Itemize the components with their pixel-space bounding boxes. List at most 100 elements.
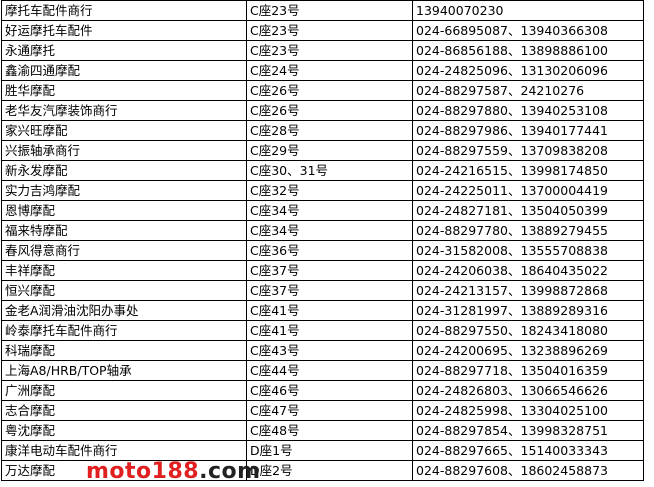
location-cell[interactable]: C座37号 <box>246 260 413 281</box>
table-row: 摩托车配件商行 C座23号 13940070230 <box>1 0 644 21</box>
table-row: 恩博摩配 C座34号 024-24827181、13504050399 <box>1 200 644 221</box>
phone-cell[interactable]: 024-24213157、13998872868 <box>412 280 644 301</box>
location-cell[interactable]: C座43号 <box>246 340 413 361</box>
merchant-name-cell[interactable]: 上海A8/HRB/TOP轴承 <box>1 360 247 381</box>
table-body: 摩托车配件商行 C座23号 13940070230 好运摩托车配件 C座23号 024-6… <box>1 0 644 481</box>
phone-cell[interactable]: 024-66895087、13940366308 <box>412 20 644 41</box>
table-row: 胜华摩配 C座26号 024-88297587、24210276 <box>1 80 644 101</box>
location-cell[interactable]: C座26号 <box>246 80 413 101</box>
location-cell[interactable]: C座32号 <box>246 180 413 201</box>
merchant-name-cell[interactable]: 丰祥摩配 <box>1 260 247 281</box>
table-row: 新永发摩配 C座30、31号 024-24216515、13998174850 <box>1 160 644 181</box>
merchant-name-cell[interactable]: 实力吉鸿摩配 <box>1 180 247 201</box>
phone-cell[interactable]: 024-88297880、13940253108 <box>412 100 644 121</box>
merchant-name-cell[interactable]: 新永发摩配 <box>1 160 247 181</box>
table-row: 丰祥摩配 C座37号 024-24206038、18640435022 <box>1 260 644 281</box>
merchant-name-cell[interactable]: 粤沈摩配 <box>1 420 247 441</box>
location-cell[interactable]: C座41号 <box>246 320 413 341</box>
phone-cell[interactable]: 024-88297718、13504016359 <box>412 360 644 381</box>
merchant-name-cell[interactable]: 金老A润滑油沈阳办事处 <box>1 300 247 321</box>
merchant-name-cell[interactable]: 家兴旺摩配 <box>1 120 247 141</box>
merchant-name-cell[interactable]: 恩博摩配 <box>1 200 247 221</box>
phone-cell[interactable]: 024-24826803、13066546626 <box>412 380 644 401</box>
merchant-name-cell[interactable]: 广洲摩配 <box>1 380 247 401</box>
phone-cell[interactable]: 024-88297854、13998328751 <box>412 420 644 441</box>
phone-cell[interactable]: 024-88297780、13889279455 <box>412 220 644 241</box>
merchant-name-cell[interactable]: 志合摩配 <box>1 400 247 421</box>
merchant-name-cell[interactable]: 摩托车配件商行 <box>1 0 247 21</box>
table-row: 老华友汽摩装饰商行 C座26号 024-88297880、13940253108 <box>1 100 644 121</box>
page-edge <box>644 0 654 487</box>
merchant-name-cell[interactable]: 春风得意商行 <box>1 240 247 261</box>
merchant-name-cell[interactable]: 科瑞摩配 <box>1 340 247 361</box>
merchant-name-cell[interactable]: 鑫渝四通摩配 <box>1 60 247 81</box>
phone-cell[interactable]: 13940070230 <box>412 0 644 21</box>
phone-cell[interactable]: 024-24216515、13998174850 <box>412 160 644 181</box>
table-row: 上海A8/HRB/TOP轴承 C座44号 024-88297718、13504016… <box>1 360 644 381</box>
table-row: 科瑞摩配 C座43号 024-24200695、13238896269 <box>1 340 644 361</box>
location-cell[interactable]: C座28号 <box>246 120 413 141</box>
table-row: 康洋电动车配件商行 D座1号 024-88297665、15140033343 <box>1 440 644 461</box>
merchant-name-cell[interactable]: 康洋电动车配件商行 <box>1 440 247 461</box>
phone-cell[interactable]: 024-24225011、13700004419 <box>412 180 644 201</box>
location-cell[interactable]: C座41号 <box>246 300 413 321</box>
phone-cell[interactable]: 024-88297559、13709838208 <box>412 140 644 161</box>
merchant-name-cell[interactable]: 福来特摩配 <box>1 220 247 241</box>
phone-cell[interactable]: 024-88297587、24210276 <box>412 80 644 101</box>
location-cell[interactable]: C座36号 <box>246 240 413 261</box>
table-row: 兴振轴承商行 C座29号 024-88297559、13709838208 <box>1 140 644 161</box>
location-cell[interactable]: C座34号 <box>246 220 413 241</box>
merchant-name-cell[interactable]: 万达摩配 <box>1 460 247 481</box>
table-row: 万达摩配 D座2号 024-88297608、18602458873 <box>1 460 644 481</box>
table-row: 恒兴摩配 C座37号 024-24213157、13998872868 <box>1 280 644 301</box>
location-cell[interactable]: D座2号 <box>246 460 413 481</box>
table-row: 广洲摩配 C座46号 024-24826803、13066546626 <box>1 380 644 401</box>
watermark-suffix: .com <box>199 459 261 484</box>
merchant-name-cell[interactable]: 永通摩托 <box>1 40 247 61</box>
location-cell[interactable]: C座46号 <box>246 380 413 401</box>
phone-cell[interactable]: 024-88297665、15140033343 <box>412 440 644 461</box>
table-row: 粤沈摩配 C座48号 024-88297854、13998328751 <box>1 420 644 441</box>
table-row: 鑫渝四通摩配 C座24号 024-24825096、13130206096 <box>1 60 644 81</box>
table-row: 永通摩托 C座23号 024-86856188、13898886100 <box>1 40 644 61</box>
phone-cell[interactable]: 024-24825998、13304025100 <box>412 400 644 421</box>
watermark-logo: moto188.com <box>86 459 261 484</box>
phone-cell[interactable]: 024-88297986、13940177441 <box>412 120 644 141</box>
merchant-name-cell[interactable]: 恒兴摩配 <box>1 280 247 301</box>
table-row: 金老A润滑油沈阳办事处 C座41号 024-31281997、13889289316 <box>1 300 644 321</box>
phone-cell[interactable]: 024-88297550、18243418080 <box>412 320 644 341</box>
table-row: 春风得意商行 C座36号 024-31582008、13555708838 <box>1 240 644 261</box>
phone-cell[interactable]: 024-24206038、18640435022 <box>412 260 644 281</box>
location-cell[interactable]: C座30、31号 <box>246 160 413 181</box>
location-cell[interactable]: C座29号 <box>246 140 413 161</box>
merchant-name-cell[interactable]: 老华友汽摩装饰商行 <box>1 100 247 121</box>
merchant-name-cell[interactable]: 胜华摩配 <box>1 80 247 101</box>
table-row: 实力吉鸿摩配 C座32号 024-24225011、13700004419 <box>1 180 644 201</box>
location-cell[interactable]: C座24号 <box>246 60 413 81</box>
location-cell[interactable]: C座44号 <box>246 360 413 381</box>
location-cell[interactable]: C座37号 <box>246 280 413 301</box>
location-cell[interactable]: C座23号 <box>246 20 413 41</box>
location-cell[interactable]: C座26号 <box>246 100 413 121</box>
merchant-name-cell[interactable]: 岭泰摩托车配件商行 <box>1 320 247 341</box>
table-row: 岭泰摩托车配件商行 C座41号 024-88297550、18243418080 <box>1 320 644 341</box>
phone-cell[interactable]: 024-86856188、13898886100 <box>412 40 644 61</box>
merchant-name-cell[interactable]: 好运摩托车配件 <box>1 20 247 41</box>
location-cell[interactable]: C座23号 <box>246 40 413 61</box>
phone-cell[interactable]: 024-24825096、13130206096 <box>412 60 644 81</box>
location-cell[interactable]: C座23号 <box>246 0 413 21</box>
phone-cell[interactable]: 024-31281997、13889289316 <box>412 300 644 321</box>
phone-cell[interactable]: 024-88297608、18602458873 <box>412 460 644 481</box>
phone-cell[interactable]: 024-31582008、13555708838 <box>412 240 644 261</box>
location-cell[interactable]: C座47号 <box>246 400 413 421</box>
table-row: 志合摩配 C座47号 024-24825998、13304025100 <box>1 400 644 421</box>
merchant-name-cell[interactable]: 兴振轴承商行 <box>1 140 247 161</box>
location-cell[interactable]: D座1号 <box>246 440 413 461</box>
table-row: 家兴旺摩配 C座28号 024-88297986、13940177441 <box>1 120 644 141</box>
location-cell[interactable]: C座48号 <box>246 420 413 441</box>
table-row: 福来特摩配 C座34号 024-88297780、13889279455 <box>1 220 644 241</box>
location-cell[interactable]: C座34号 <box>246 200 413 221</box>
phone-cell[interactable]: 024-24200695、13238896269 <box>412 340 644 361</box>
merchant-table: 摩托车配件商行 C座23号 13940070230 好运摩托车配件 C座23号 024-6… <box>1 0 644 481</box>
phone-cell[interactable]: 024-24827181、13504050399 <box>412 200 644 221</box>
